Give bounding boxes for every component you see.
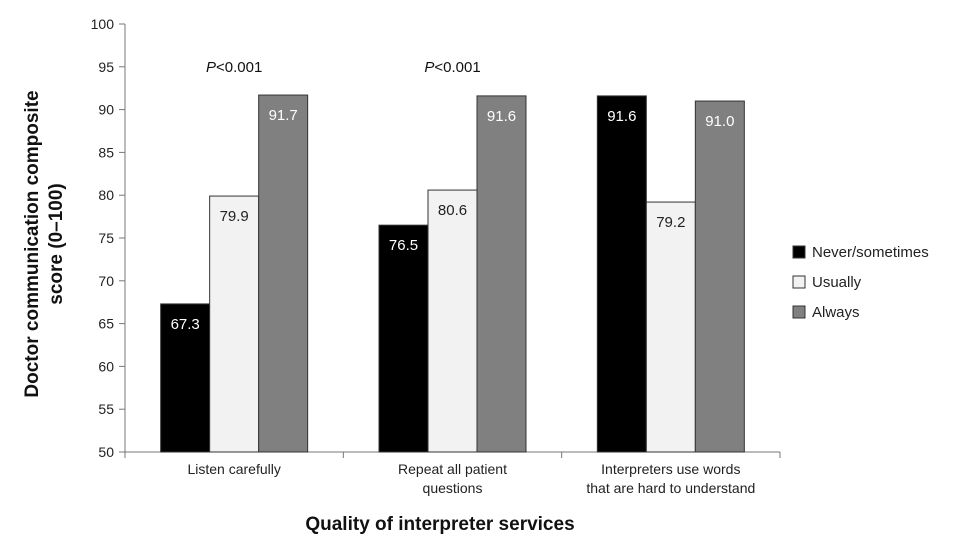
legend-swatch [792,275,806,289]
bar [427,189,478,453]
y-tick-label: 85 [98,144,114,160]
y-tick-label: 100 [91,16,115,32]
data-label: 80.6 [438,202,467,219]
data-label: 67.3 [171,316,200,333]
data-label: 76.5 [389,237,418,254]
x-axis-title: Quality of interpreter services [305,514,574,535]
data-label: 79.9 [220,208,249,225]
p-value-annotation: P<0.001 [206,59,262,76]
bar [258,94,309,453]
annotations: P<0.001 P<0.001 [206,59,481,76]
legend-entry: Usually [812,274,862,291]
x-tick-label: Listen carefully [187,461,280,477]
bar [694,100,745,453]
legend-entry: Never/sometimes [812,244,929,261]
bar [160,303,211,453]
y-tick-label: 90 [98,102,114,118]
bar [209,195,260,453]
y-tick-label: 65 [98,316,114,332]
y-axis: 50 55 60 65 70 75 80 85 90 95 100 [91,16,126,460]
legend: Never/sometimes Usually Always [792,244,929,321]
p-value-annotation: P<0.001 [424,59,480,76]
y-axis-label: Doctor communication composite score (0–1… [22,90,67,397]
data-label: 79.2 [656,214,685,231]
data-label: 91.7 [269,107,298,124]
x-axis: Listen carefully Repeat all patient questi… [124,451,781,496]
x-tick-label: Interpreters use words that are hard to u… [586,461,755,496]
y-tick-label: 50 [98,444,114,460]
x-tick-label: Repeat all patient questions [398,461,507,496]
y-axis-title: Doctor communication composite score (0–1… [22,90,67,397]
data-label: 91.0 [705,113,734,130]
bar [476,95,527,453]
y-tick-label: 55 [98,401,114,417]
y-tick-label: 60 [98,358,114,374]
legend-swatch [792,305,806,319]
legend-entry: Always [812,304,860,321]
y-tick-label: 75 [98,230,114,246]
bar [596,95,647,453]
y-tick-label: 95 [98,59,114,75]
y-tick-label: 70 [98,273,114,289]
y-tick-label: 80 [98,187,114,203]
bar [378,224,429,453]
data-label: 91.6 [607,108,636,125]
data-label: 91.6 [487,108,516,125]
legend-swatch [792,245,806,259]
bar [645,201,696,453]
bars: 67.3 76.5 91.6 79.9 80.6 79.2 91.7 91.6 91.0 [160,94,745,453]
